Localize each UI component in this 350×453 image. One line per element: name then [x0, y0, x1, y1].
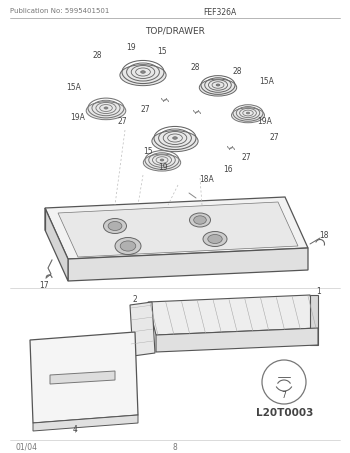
Ellipse shape [120, 241, 136, 251]
Text: L20T0003: L20T0003 [256, 408, 314, 418]
Ellipse shape [143, 154, 181, 171]
Polygon shape [310, 295, 318, 345]
Text: FEF326A: FEF326A [203, 8, 237, 17]
Polygon shape [33, 415, 138, 431]
Text: 15A: 15A [66, 83, 82, 92]
Ellipse shape [231, 108, 265, 123]
Text: 27: 27 [117, 117, 127, 126]
Polygon shape [130, 302, 155, 356]
Ellipse shape [141, 71, 145, 73]
Text: 27: 27 [140, 106, 150, 115]
Text: 28: 28 [190, 63, 200, 72]
Text: 15: 15 [157, 48, 167, 57]
Text: 27: 27 [269, 134, 279, 143]
Text: Publication No: 5995401501: Publication No: 5995401501 [10, 8, 109, 14]
Polygon shape [156, 328, 318, 352]
Text: 8: 8 [173, 443, 177, 452]
Ellipse shape [86, 102, 126, 120]
Text: 01/04: 01/04 [15, 443, 37, 452]
Circle shape [262, 360, 306, 404]
Ellipse shape [246, 112, 250, 114]
Ellipse shape [189, 213, 210, 227]
Ellipse shape [199, 79, 237, 96]
Ellipse shape [208, 235, 222, 244]
Text: 28: 28 [232, 67, 242, 77]
Ellipse shape [216, 84, 220, 86]
Ellipse shape [173, 137, 177, 139]
Polygon shape [58, 202, 298, 257]
Text: 19: 19 [158, 164, 168, 173]
Polygon shape [50, 371, 115, 384]
Text: 17: 17 [39, 280, 49, 289]
Text: 2: 2 [133, 295, 137, 304]
Text: TOP/DRAWER: TOP/DRAWER [145, 26, 205, 35]
Polygon shape [45, 208, 68, 281]
Polygon shape [68, 248, 308, 281]
Ellipse shape [152, 130, 198, 152]
Ellipse shape [203, 231, 227, 246]
Ellipse shape [120, 65, 166, 86]
Text: 16: 16 [223, 165, 233, 174]
Ellipse shape [104, 107, 108, 109]
Ellipse shape [108, 222, 122, 231]
Text: 7: 7 [281, 391, 286, 400]
Text: 19A: 19A [258, 116, 272, 125]
Polygon shape [30, 332, 138, 423]
Polygon shape [148, 295, 318, 335]
Text: 27: 27 [241, 154, 251, 163]
Ellipse shape [194, 216, 206, 224]
Polygon shape [45, 197, 308, 259]
Ellipse shape [104, 218, 126, 233]
Text: 1: 1 [316, 288, 321, 297]
Text: 18: 18 [319, 231, 329, 240]
Text: 28: 28 [92, 50, 102, 59]
Text: 18A: 18A [199, 175, 214, 184]
Text: 15: 15 [143, 148, 153, 156]
Text: 15A: 15A [260, 77, 274, 87]
Text: 19A: 19A [71, 114, 85, 122]
Ellipse shape [115, 237, 141, 255]
Text: 19: 19 [126, 43, 136, 53]
Text: 4: 4 [72, 425, 77, 434]
Ellipse shape [160, 159, 164, 161]
